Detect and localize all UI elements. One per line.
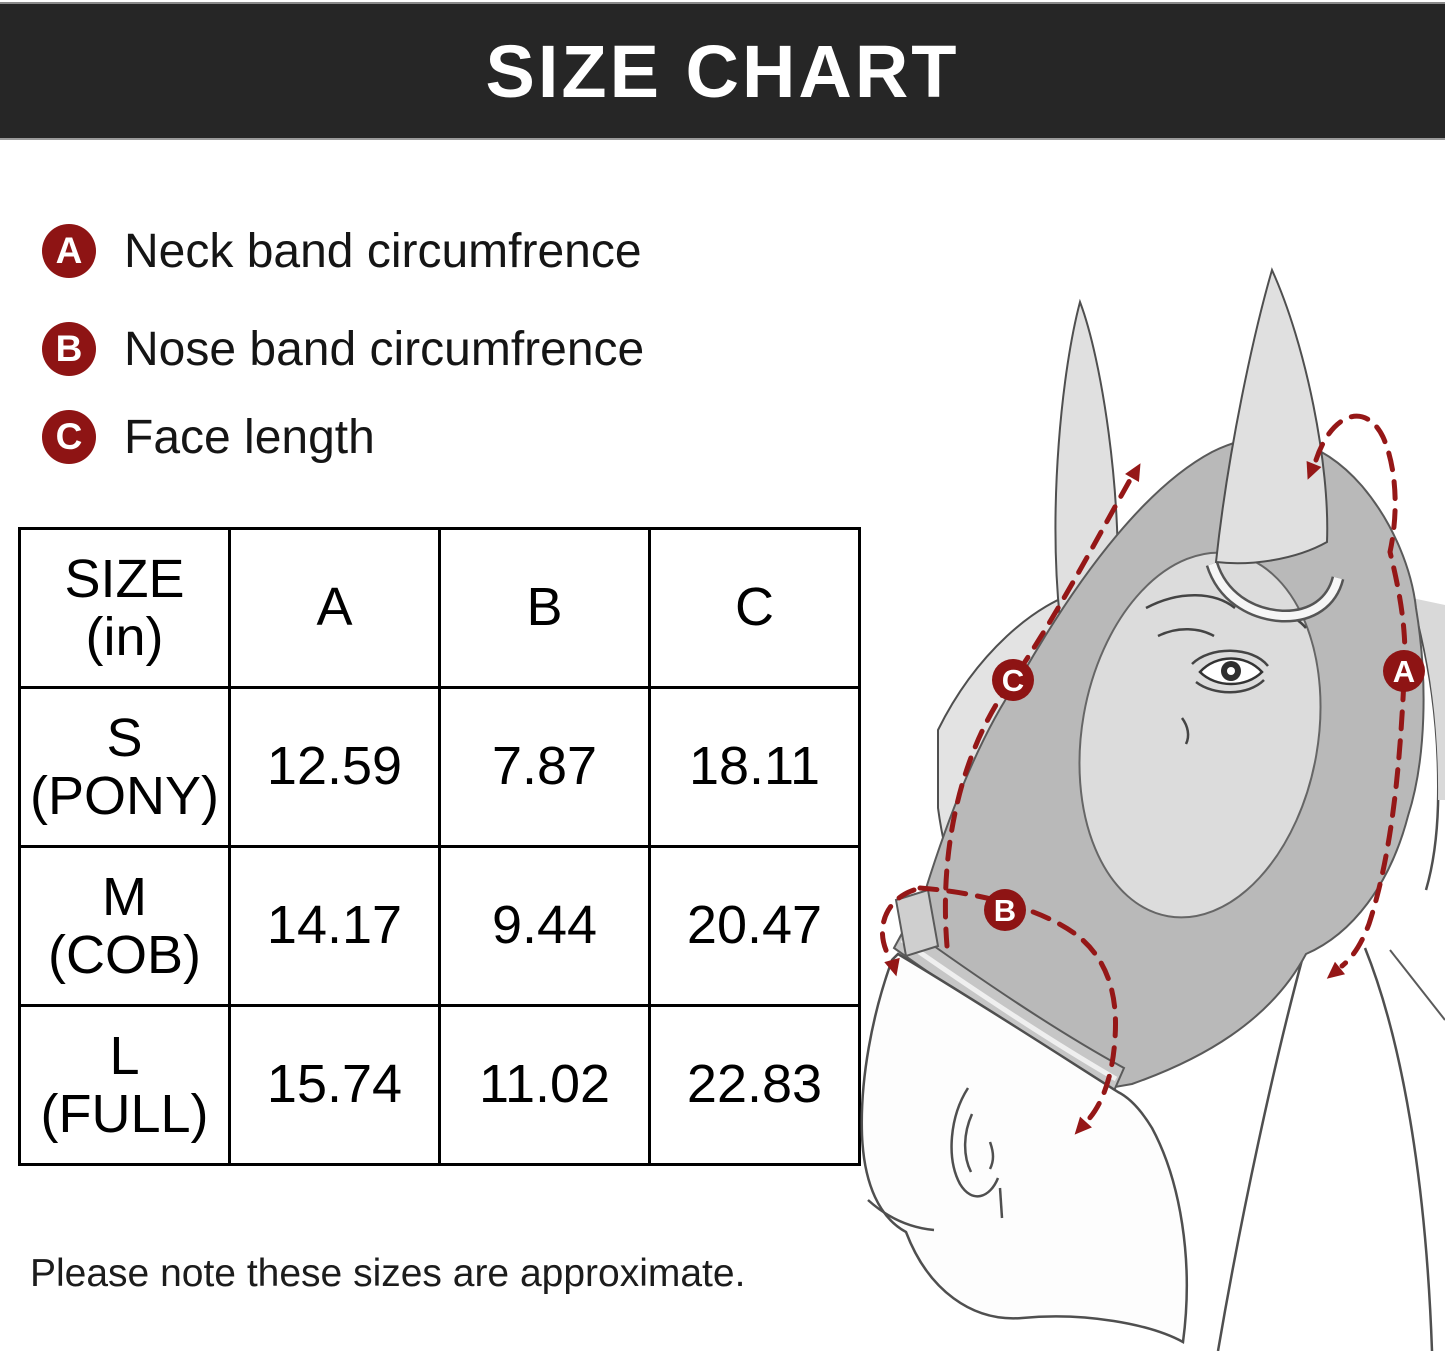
table-row-small: S (PONY) 12.59 7.87 18.11 (18, 686, 861, 848)
value-small-c: 18.11 (648, 686, 861, 848)
badge-a-icon: A (42, 224, 96, 278)
badge-b-icon: B (42, 322, 96, 376)
table-header-row: SIZE (in) A B C (18, 527, 861, 689)
value-small-a: 12.59 (228, 686, 441, 848)
pupil-highlight (1227, 667, 1235, 675)
measurement-arrowheads (884, 461, 1346, 1135)
diagram-badge-b-letter: B (994, 893, 1016, 928)
value-medium-a: 14.17 (228, 845, 441, 1007)
value-medium-c: 20.47 (648, 845, 861, 1007)
right-ear (1214, 267, 1329, 565)
badge-c-icon: C (42, 410, 96, 464)
diagram-badges: A B C (984, 650, 1425, 931)
diagram-badge-a-icon (1383, 650, 1425, 692)
horse-head-illustration: A B C (850, 260, 1445, 1352)
table-header-col-c: C (648, 527, 861, 689)
nose-band-highlight (900, 937, 1118, 1082)
legend-label-face-length: Face length (124, 410, 375, 464)
legend-item-nose-band: B Nose band circumfrence (42, 320, 644, 378)
velcro-tab (894, 888, 940, 958)
table-header-col-a: A (228, 527, 441, 689)
table-header-col-b: B (438, 527, 651, 689)
legend-item-face-length: C Face length (42, 408, 644, 466)
value-large-a: 15.74 (228, 1004, 441, 1166)
value-small-b: 7.87 (438, 686, 651, 848)
size-cell-medium: M (COB) (18, 845, 231, 1007)
table-row-medium: M (COB) 14.17 9.44 20.47 (18, 845, 861, 1007)
diagram-badge-b-icon (984, 889, 1026, 931)
table-row-large: L (FULL) 15.74 11.02 22.83 (18, 1004, 861, 1166)
horse-diagram-svg: A B C (860, 267, 1445, 1352)
legend-item-neck-band: A Neck band circumfrence (42, 222, 644, 280)
table-header-size: SIZE (in) (18, 527, 231, 689)
measurement-legend: A Neck band circumfrence B Nose band cir… (42, 222, 644, 466)
value-medium-b: 9.44 (438, 845, 651, 1007)
ear-hole-rim-inner (1208, 562, 1342, 621)
size-table: SIZE (in) A B C S (PONY) 12.59 7.87 18.1… (18, 527, 861, 1166)
diagram-badge-a-letter: A (1393, 654, 1415, 689)
diagram-badge-c-icon (992, 659, 1034, 701)
diagram-badge-c-letter: C (1002, 663, 1024, 698)
approximate-sizes-note: Please note these sizes are approximate. (30, 1252, 746, 1295)
header-bar: SIZE CHART (0, 2, 1445, 140)
legend-label-neck-band: Neck band circumfrence (124, 224, 642, 278)
value-large-c: 22.83 (648, 1004, 861, 1166)
value-large-b: 11.02 (438, 1004, 651, 1166)
size-cell-large: L (FULL) (18, 1004, 231, 1166)
mane-sliver (1412, 598, 1445, 800)
page-title: SIZE CHART (485, 29, 960, 113)
nose-band-loop-b (879, 887, 917, 961)
muzzle (860, 952, 1188, 1344)
size-cell-small: S (PONY) (18, 686, 231, 848)
legend-label-nose-band: Nose band circumfrence (124, 322, 645, 376)
neck-band-line-a (1313, 413, 1408, 969)
nostril-lines (867, 1087, 1004, 1232)
